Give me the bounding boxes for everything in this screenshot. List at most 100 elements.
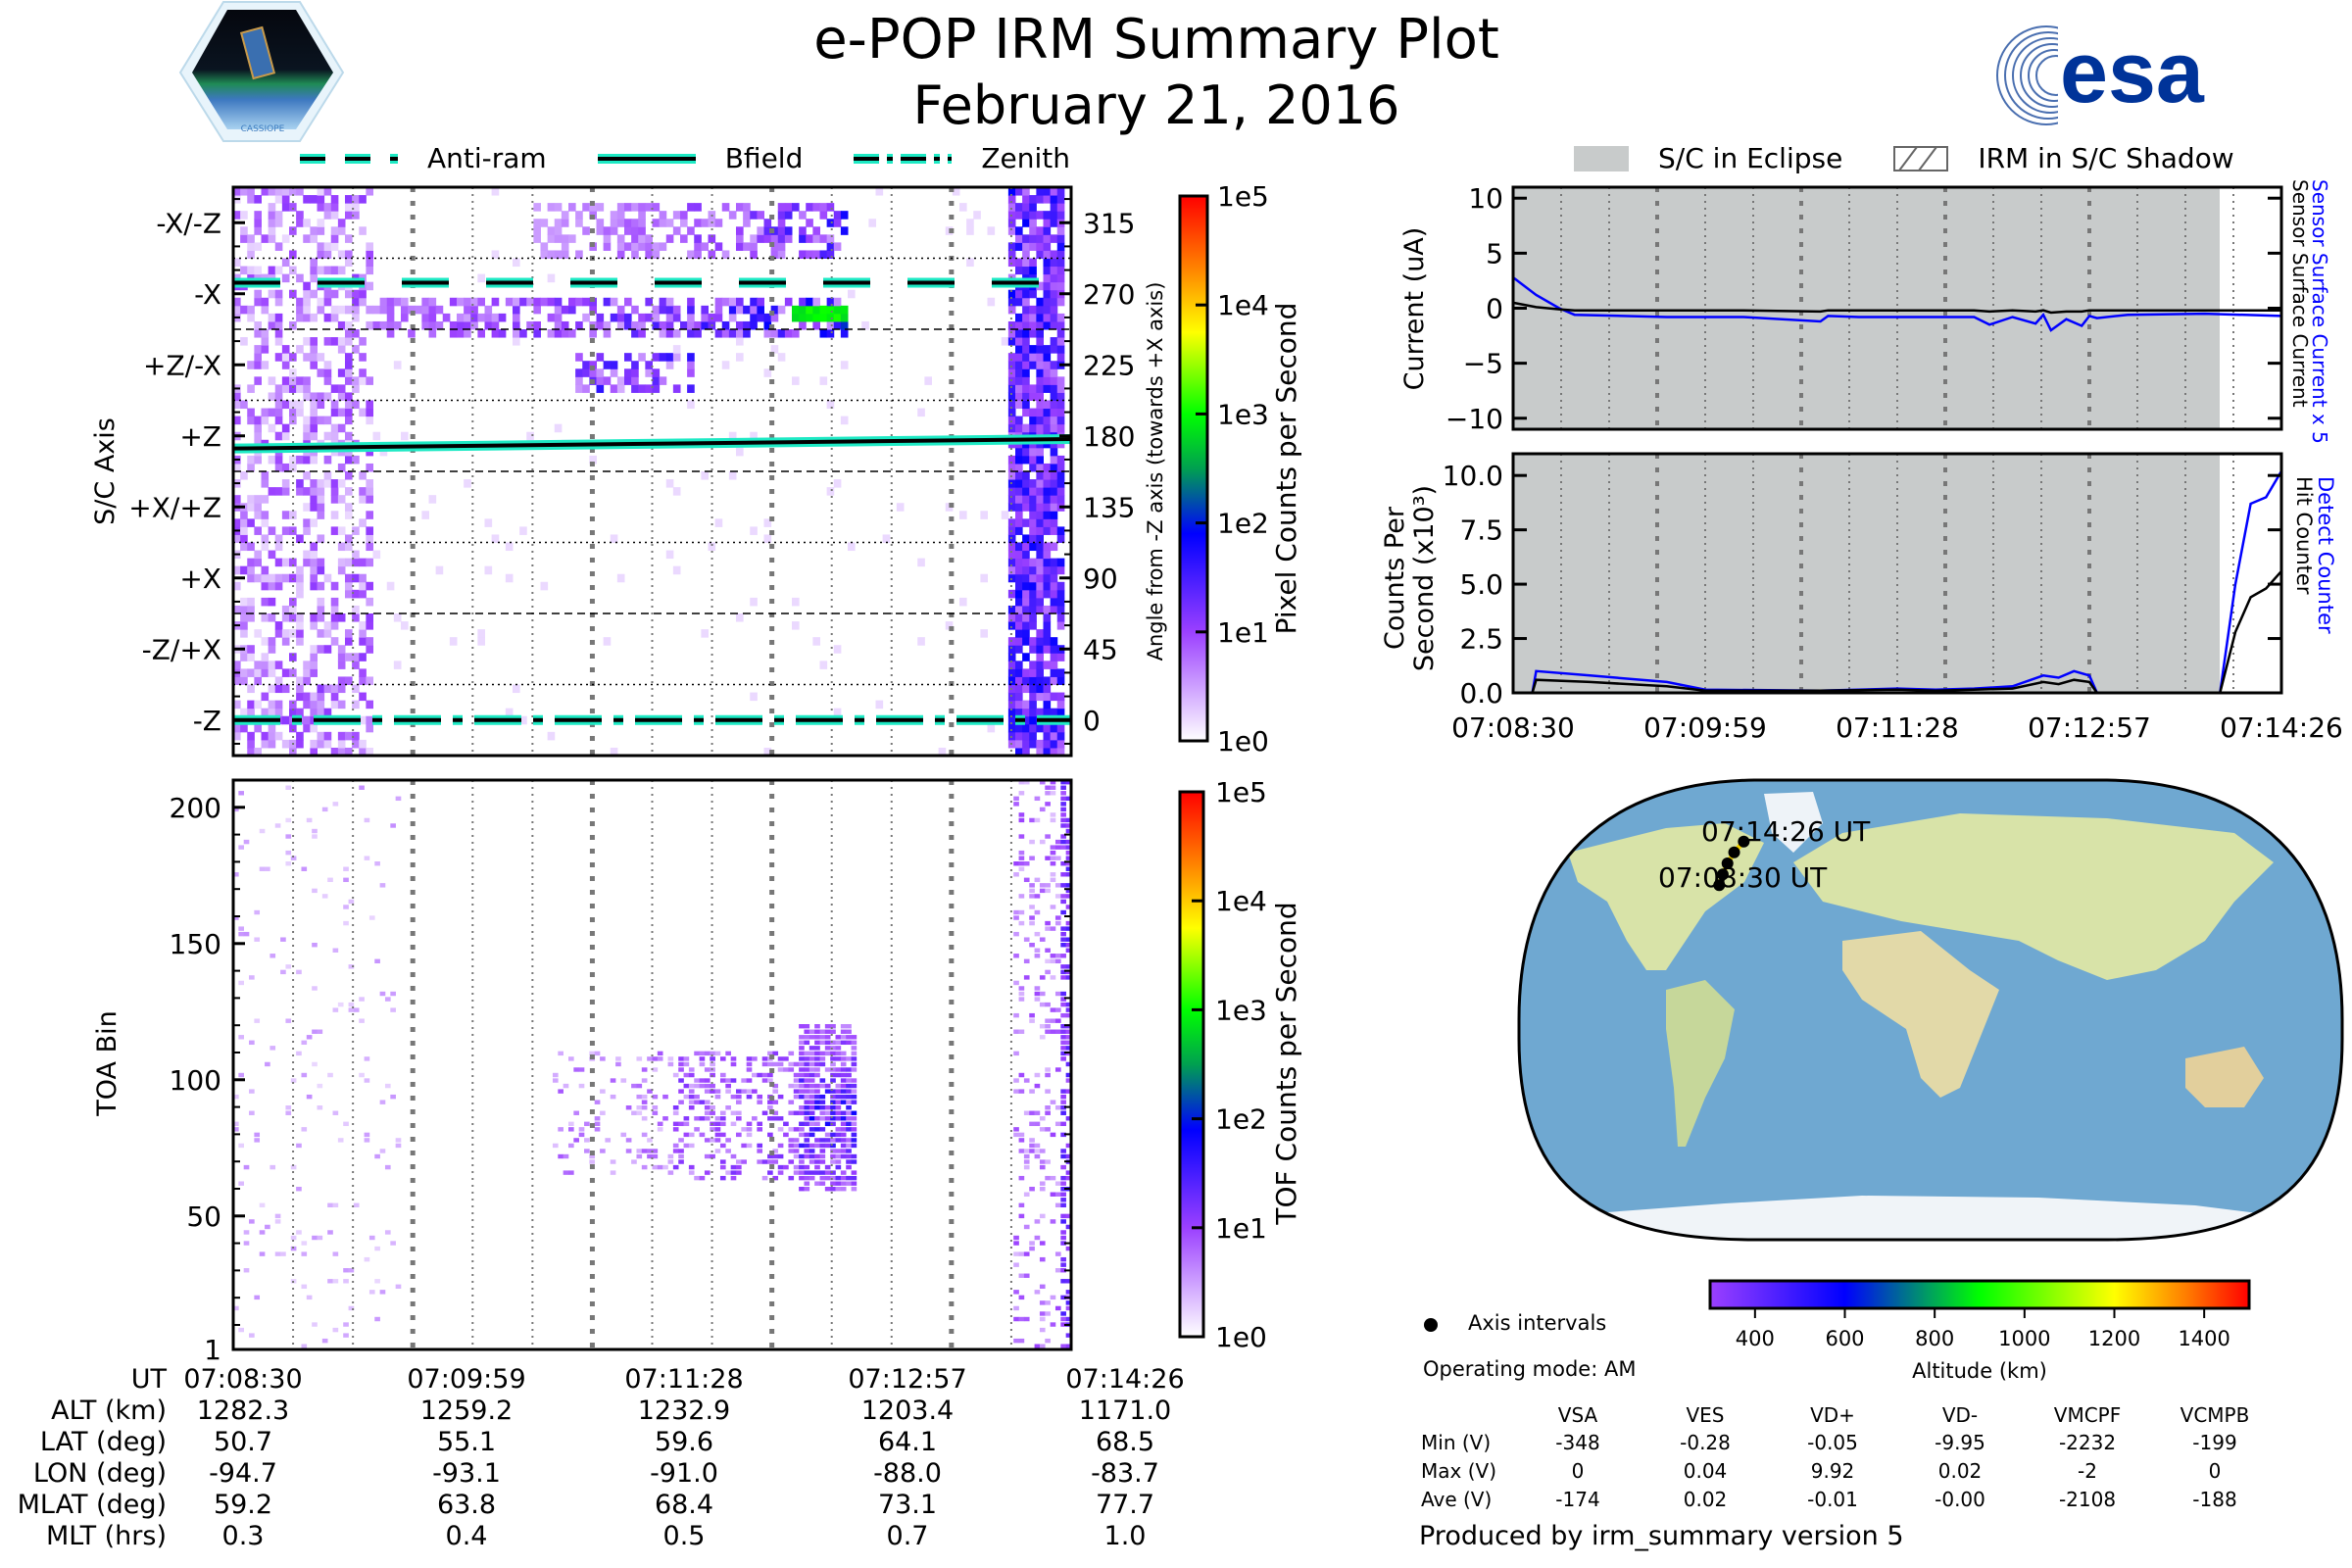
- ephemeris-row-label: LAT (deg): [39, 1427, 167, 1457]
- heatmap-cell: [596, 313, 605, 322]
- heatmap-cell: [240, 471, 248, 480]
- heatmap-cell: [345, 195, 353, 204]
- heatmap-cell: [345, 368, 353, 377]
- heatmap-cell: [317, 266, 325, 275]
- heatmap-cell: [359, 471, 367, 480]
- heatmap-cell: [714, 297, 723, 307]
- heatmap-cell: [752, 1116, 758, 1121]
- heatmap-cell: [826, 250, 835, 259]
- heatmap-cell: [830, 1046, 836, 1051]
- heatmap-cell: [1060, 1268, 1066, 1273]
- heatmap-cell: [1036, 684, 1044, 694]
- heatmap-cell: [1060, 796, 1066, 802]
- heatmap-cell: [584, 1149, 590, 1153]
- heatmap-cell: [1060, 812, 1066, 817]
- heatmap-cell: [310, 400, 318, 410]
- heatmap-cell: [840, 1089, 847, 1094]
- heatmap-cell: [851, 1159, 858, 1164]
- heatmap-cell: [1065, 937, 1072, 942]
- heatmap-cell: [1029, 329, 1037, 338]
- heatmap-cell: [254, 195, 262, 204]
- heatmap-cell: [296, 400, 304, 410]
- heatmap-cell: [687, 297, 695, 307]
- heatmap-cell: [1050, 817, 1056, 823]
- heatmap-cell: [1018, 1149, 1025, 1153]
- heatmap-cell: [337, 558, 346, 567]
- heatmap-cell: [1060, 785, 1066, 790]
- heatmap-cell: [254, 329, 262, 338]
- heatmap-cell: [1056, 558, 1065, 567]
- heatmap-cell: [840, 329, 849, 338]
- heatmap-cell: [788, 1149, 795, 1153]
- heatmap-cell: [840, 361, 849, 369]
- heatmap-cell: [261, 297, 270, 307]
- heatmap-cell: [788, 1159, 795, 1164]
- heatmap-cell: [491, 329, 500, 338]
- heatmap-cell: [1022, 723, 1030, 733]
- heatmap-cell: [337, 219, 346, 227]
- heatmap-cell: [379, 305, 388, 315]
- heatmap-cell: [330, 487, 339, 496]
- heatmap-cell: [736, 234, 744, 243]
- heatmap-cell: [725, 1089, 731, 1094]
- heatmap-cell: [1029, 920, 1035, 926]
- heatmap-cell: [763, 234, 772, 243]
- heatmap-cell: [699, 1116, 706, 1121]
- heatmap-cell: [317, 297, 325, 307]
- heatmap-cell: [1056, 589, 1065, 599]
- heatmap-cell: [1056, 203, 1065, 212]
- heatmap-cell: [1015, 558, 1023, 567]
- heatmap-cell: [359, 739, 367, 749]
- heatmap-cell: [312, 888, 318, 894]
- heatmap-cell: [1036, 645, 1044, 654]
- colorbar-tick-label: 1e0: [1217, 725, 1269, 758]
- heatmap-cell: [233, 605, 241, 614]
- heatmap-cell: [672, 226, 681, 235]
- heatmap-cell: [233, 676, 241, 685]
- heatmap-cell: [301, 1127, 308, 1132]
- heatmap-cell: [830, 1143, 836, 1149]
- heatmap-cell: [777, 219, 786, 227]
- angle-tick-label: 270: [1083, 278, 1135, 311]
- heatmap-cell: [247, 739, 255, 749]
- current-axis-label: Current (uA): [1399, 227, 1430, 391]
- heatmap-cell: [1060, 1051, 1066, 1056]
- heatmap-cell: [672, 1072, 679, 1078]
- voltage-cell: 0: [1571, 1459, 1585, 1483]
- heatmap-cell: [310, 313, 318, 322]
- heatmap-cell: [1007, 258, 1016, 268]
- heatmap-cell: [1039, 1116, 1046, 1121]
- heatmap-cell: [1036, 313, 1044, 322]
- heatmap-cell: [554, 423, 563, 433]
- heatmap-cell: [808, 1094, 815, 1100]
- heatmap-cell: [694, 234, 702, 243]
- heatmap-cell: [793, 1094, 800, 1100]
- heatmap-cell: [240, 226, 248, 235]
- heatmap-cell: [1056, 621, 1065, 630]
- heatmap-cell: [1056, 250, 1065, 259]
- heatmap-cell: [757, 1121, 763, 1127]
- heatmap-cell: [804, 1061, 810, 1067]
- heatmap-cell: [736, 1159, 742, 1164]
- heatmap-cell: [1060, 1024, 1066, 1029]
- heatmap-cell: [330, 613, 339, 622]
- heatmap-cell: [814, 1159, 820, 1164]
- heatmap-cell: [799, 1051, 805, 1056]
- heatmap-cell: [337, 661, 346, 669]
- heatmap-cell: [830, 1056, 836, 1061]
- heatmap-cell: [352, 661, 360, 669]
- heatmap-cell: [513, 313, 520, 322]
- heatmap-cell: [830, 1051, 836, 1056]
- heatmap-cell: [799, 226, 807, 235]
- heatmap-cell: [1045, 920, 1051, 926]
- ephemeris-cell: -88.0: [873, 1458, 942, 1489]
- heatmap-cell: [772, 1051, 779, 1056]
- heatmap-cell: [303, 219, 311, 227]
- heatmap-cell: [1056, 273, 1065, 283]
- heatmap-cell: [788, 1138, 795, 1143]
- heatmap-cell: [833, 219, 842, 227]
- heatmap-cell: [680, 320, 688, 330]
- heatmap-cell: [1056, 708, 1065, 717]
